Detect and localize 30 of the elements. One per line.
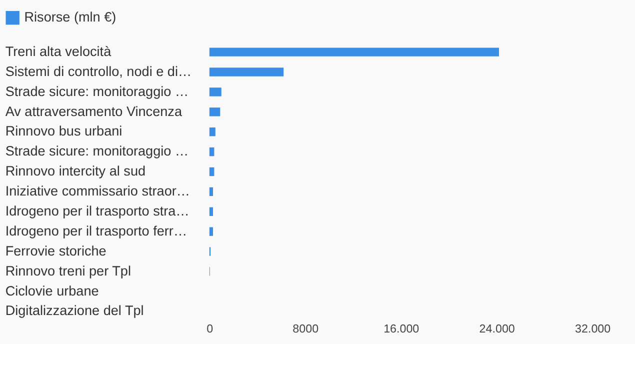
y-tick-label: Idrogeno per il trasporto stra…	[5, 203, 190, 218]
y-tick-label: Rinnovo treni per Tpl	[5, 263, 131, 278]
x-tick-label: 24.000	[479, 322, 516, 336]
x-tick-label: 0	[206, 322, 214, 336]
bar	[209, 207, 213, 216]
bar	[209, 108, 220, 116]
bar	[209, 88, 222, 96]
x-tick-label: 32.000	[575, 322, 612, 336]
y-tick-label: Av attraversamento Vincenza	[5, 104, 182, 119]
y-tick-label: Treni alta velocità	[5, 44, 112, 59]
bar	[209, 187, 213, 196]
legend-label: Risorse (mln €)	[24, 10, 116, 25]
bar	[209, 227, 213, 236]
y-tick-label: Iniziative commissario straor…	[5, 184, 190, 199]
y-tick-label: Sistemi di controllo, nodi e di…	[5, 64, 192, 79]
y-tick-label: Rinnovo bus urbani	[5, 124, 122, 139]
bar	[209, 68, 284, 76]
bar	[209, 127, 216, 136]
y-tick-label: Strade sicure: monitoraggio …	[5, 84, 189, 99]
x-tick-label: 8000	[292, 322, 320, 336]
y-tick-label: Ferrovie storiche	[5, 243, 106, 258]
x-tick-label: 16.000	[384, 322, 420, 336]
y-tick-label: Digitalizzazione del Tpl	[5, 303, 144, 318]
y-tick-label: Ciclovie urbane	[5, 283, 99, 298]
bar	[209, 167, 214, 176]
bar	[209, 48, 499, 56]
bar	[209, 147, 214, 156]
y-tick-label: Rinnovo intercity al sud	[5, 164, 146, 179]
y-tick-label: Strade sicure: monitoraggio …	[5, 144, 189, 159]
y-tick-label: Idrogeno per il trasporto ferr…	[5, 223, 188, 238]
